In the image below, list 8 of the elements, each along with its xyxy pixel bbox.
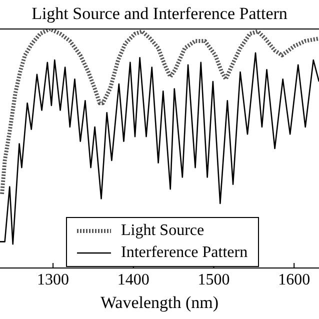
x-tick-label: 1500 (198, 271, 230, 288)
x-axis-title: Wavelength (nm) (99, 292, 220, 314)
x-tick-label: 1400 (117, 271, 150, 288)
x-tick-label: 1600 (278, 271, 310, 288)
x-tick-label: 1300 (37, 271, 70, 288)
chart-title: Light Source and Interference Pattern (30, 4, 288, 24)
legend-label: Interference Pattern (121, 243, 248, 263)
legend-label: Light Source (121, 221, 204, 241)
